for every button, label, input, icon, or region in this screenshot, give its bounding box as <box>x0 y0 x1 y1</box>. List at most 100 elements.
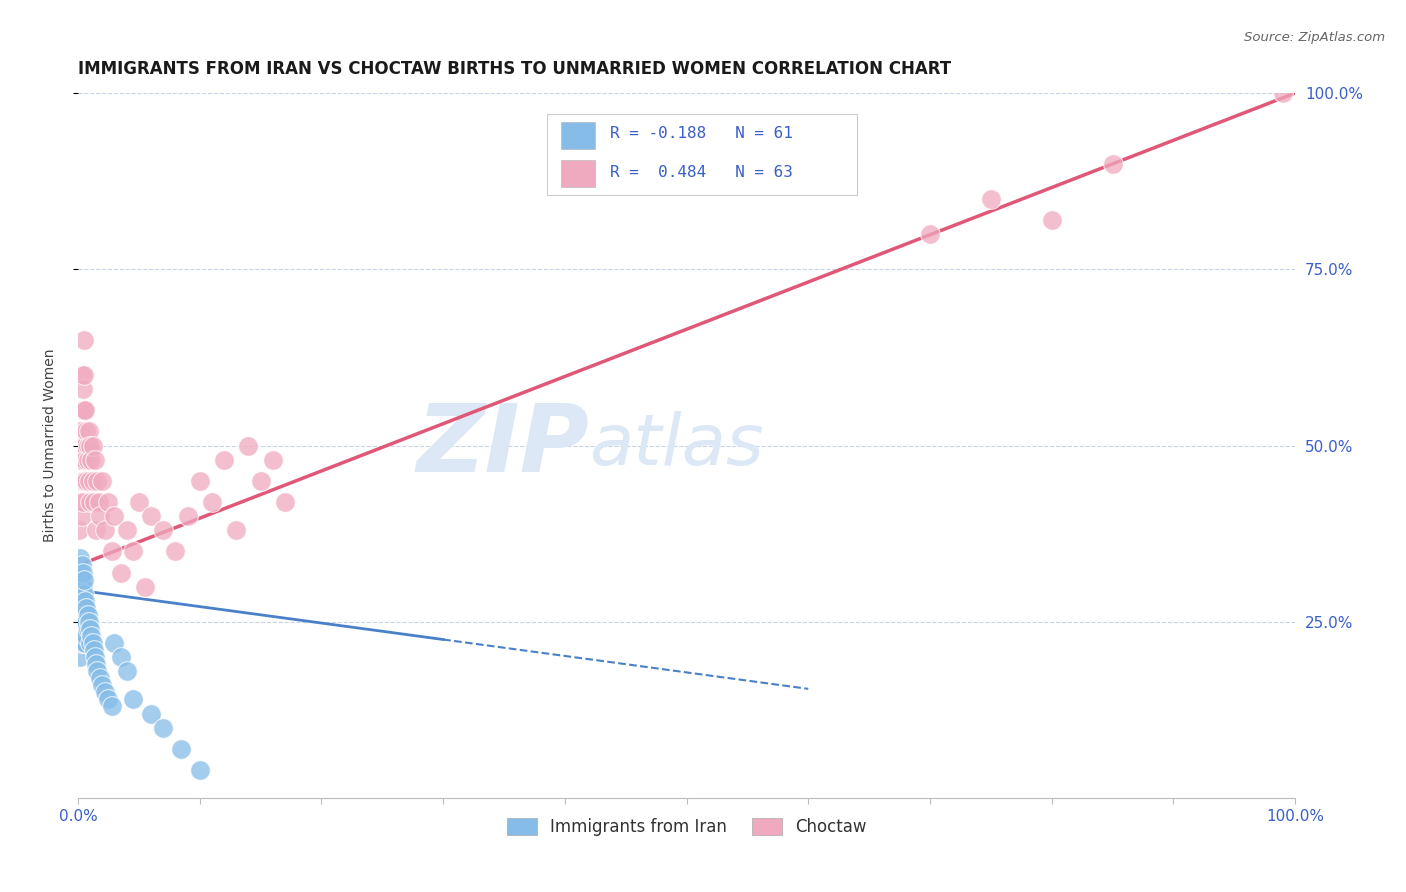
Point <box>73 615 96 629</box>
Text: Source: ZipAtlas.com: Source: ZipAtlas.com <box>1244 31 1385 45</box>
Point <box>76 474 98 488</box>
Point <box>76 622 98 636</box>
Point <box>139 509 162 524</box>
Point <box>73 600 96 615</box>
Point <box>262 452 284 467</box>
Point <box>70 600 93 615</box>
Point <box>75 439 97 453</box>
Point <box>73 333 96 347</box>
Point <box>79 636 101 650</box>
Point <box>83 643 105 657</box>
Point <box>67 607 90 622</box>
Point <box>69 566 91 580</box>
Point <box>75 622 97 636</box>
Point <box>69 622 91 636</box>
Text: R = -0.188   N = 61: R = -0.188 N = 61 <box>610 126 793 141</box>
Point <box>72 580 94 594</box>
Point <box>80 629 103 643</box>
Point <box>115 523 138 537</box>
Point <box>76 607 98 622</box>
Point <box>76 629 98 643</box>
Point <box>69 636 91 650</box>
Point <box>70 509 93 524</box>
Point <box>67 580 90 594</box>
Point <box>110 566 132 580</box>
Point <box>110 650 132 665</box>
Point <box>128 495 150 509</box>
Point <box>121 544 143 558</box>
Point <box>69 452 91 467</box>
Point <box>69 425 91 439</box>
Point <box>980 192 1002 206</box>
Point <box>115 664 138 678</box>
Point <box>76 452 98 467</box>
Point <box>70 622 93 636</box>
FancyBboxPatch shape <box>561 122 595 149</box>
Point <box>101 699 124 714</box>
Point <box>201 495 224 509</box>
Point <box>72 593 94 607</box>
Text: R =  0.484   N = 63: R = 0.484 N = 63 <box>610 165 793 180</box>
Point <box>212 452 235 467</box>
Point <box>87 495 110 509</box>
Point <box>86 474 108 488</box>
Point <box>89 671 111 685</box>
Point <box>72 382 94 396</box>
Point <box>69 551 91 566</box>
Point <box>69 439 91 453</box>
Point <box>79 495 101 509</box>
Point <box>69 607 91 622</box>
Y-axis label: Births to Unmarried Women: Births to Unmarried Women <box>44 349 58 542</box>
Point <box>91 678 114 692</box>
Text: IMMIGRANTS FROM IRAN VS CHOCTAW BIRTHS TO UNMARRIED WOMEN CORRELATION CHART: IMMIGRANTS FROM IRAN VS CHOCTAW BIRTHS T… <box>77 60 950 78</box>
Point <box>75 607 97 622</box>
Point <box>69 650 91 665</box>
Point <box>101 544 124 558</box>
Text: ZIP: ZIP <box>416 400 589 491</box>
Point <box>67 593 90 607</box>
Point <box>72 622 94 636</box>
Point <box>72 495 94 509</box>
Point <box>76 425 98 439</box>
Point <box>93 685 115 699</box>
Point <box>165 544 187 558</box>
Point <box>97 495 120 509</box>
Point <box>72 566 94 580</box>
Point <box>77 474 100 488</box>
Point <box>77 425 100 439</box>
Point <box>918 227 941 241</box>
Point <box>70 558 93 573</box>
Point <box>75 403 97 417</box>
Point <box>82 439 104 453</box>
Point <box>121 692 143 706</box>
Point <box>97 692 120 706</box>
Point <box>84 657 107 672</box>
Point <box>93 523 115 537</box>
Point <box>83 495 105 509</box>
Point <box>75 593 97 607</box>
Point <box>103 636 125 650</box>
Point <box>80 452 103 467</box>
Text: atlas: atlas <box>589 411 763 480</box>
Point <box>170 741 193 756</box>
Point <box>72 607 94 622</box>
Point <box>67 523 90 537</box>
Point <box>69 593 91 607</box>
Point <box>72 636 94 650</box>
Legend: Immigrants from Iran, Choctaw: Immigrants from Iran, Choctaw <box>501 811 873 843</box>
Point <box>188 474 211 488</box>
Point <box>103 509 125 524</box>
Point <box>238 439 260 453</box>
Point <box>75 452 97 467</box>
Point <box>152 721 174 735</box>
Point <box>77 615 100 629</box>
Point <box>76 439 98 453</box>
Point <box>139 706 162 721</box>
Point <box>134 580 156 594</box>
Point <box>84 452 107 467</box>
Point <box>70 368 93 382</box>
Point <box>84 523 107 537</box>
Point <box>70 573 93 587</box>
Point <box>73 629 96 643</box>
Point <box>73 587 96 601</box>
